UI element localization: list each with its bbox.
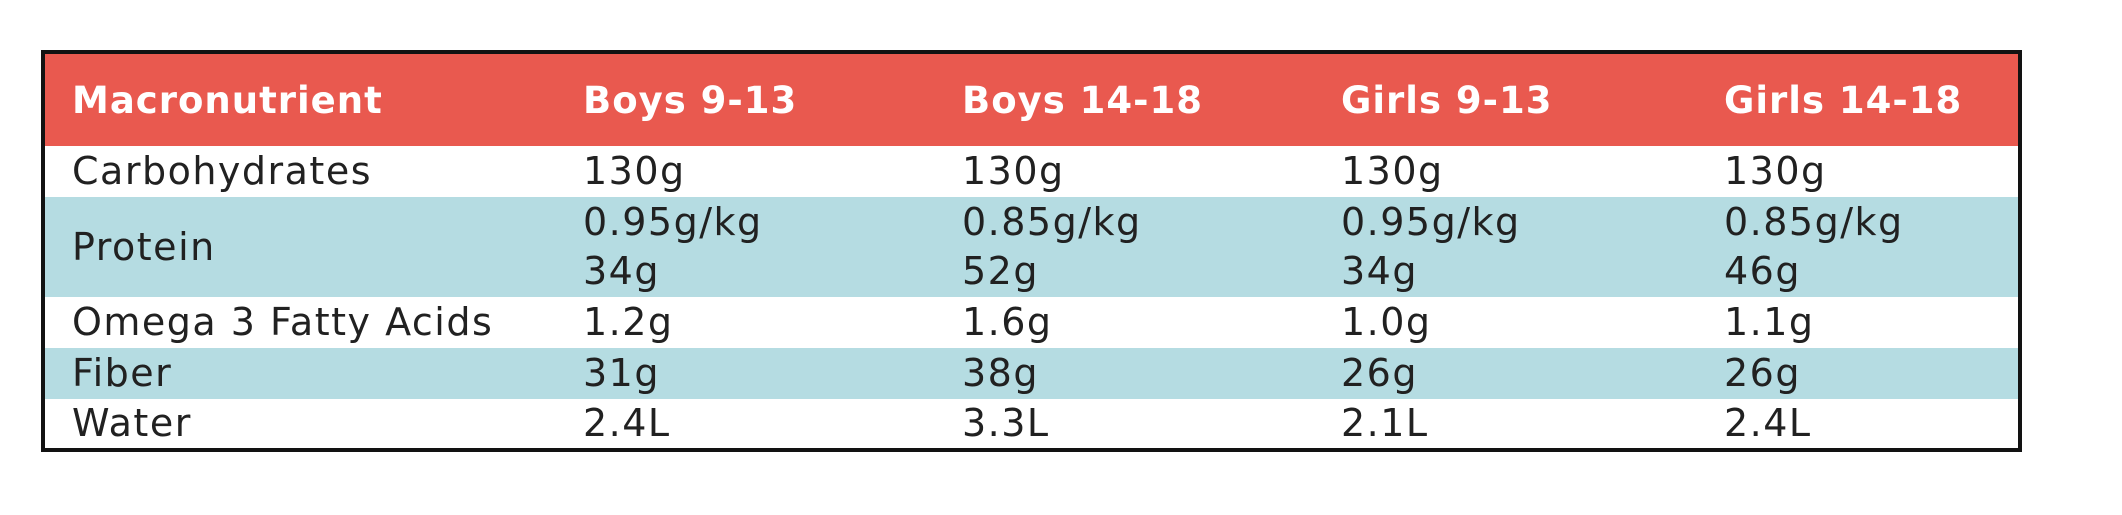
column-header-boys-14-18: Boys 14-18 (962, 78, 1203, 122)
table-header-row: Macronutrient Boys 9-13 Boys 14-18 Girls… (43, 52, 2020, 146)
table-row-fiber: Fiber 31g 38g 26g 26g (43, 348, 2020, 399)
value-cell: 1.1g (1724, 300, 1815, 345)
row-label: Water (72, 401, 192, 446)
column-header-girls-9-13: Girls 9-13 (1341, 78, 1553, 122)
value-cell: 130g (962, 149, 1065, 194)
row-label: Omega 3 Fatty Acids (72, 300, 494, 345)
table-row-protein: Protein 0.95g/kg 34g 0.85g/kg 52g 0.95g/… (43, 197, 2020, 297)
value-cell: 130g (583, 149, 686, 194)
value-cell: 0.85g/kg 52g (962, 200, 1142, 293)
column-header-girls-14-18: Girls 14-18 (1724, 78, 1963, 122)
table-row-carbohydrates: Carbohydrates 130g 130g 130g 130g (43, 146, 2020, 197)
value-cell: 26g (1724, 351, 1801, 396)
value-cell: 0.95g/kg 34g (583, 200, 763, 293)
value-cell: 31g (583, 351, 660, 396)
value-cell: 26g (1341, 351, 1418, 396)
value-cell: 1.0g (1341, 300, 1432, 345)
value-cell: 130g (1724, 149, 1827, 194)
column-header-macronutrient: Macronutrient (72, 78, 383, 122)
value-cell: 3.3L (962, 401, 1050, 446)
value-cell: 1.6g (962, 300, 1053, 345)
value-cell: 130g (1341, 149, 1444, 194)
row-label: Protein (72, 224, 216, 269)
value-cell: 38g (962, 351, 1039, 396)
value-cell: 2.4L (1724, 401, 1812, 446)
column-header-boys-9-13: Boys 9-13 (583, 78, 798, 122)
value-cell: 1.2g (583, 300, 674, 345)
macronutrient-table: Macronutrient Boys 9-13 Boys 14-18 Girls… (41, 50, 2022, 452)
value-cell: 2.4L (583, 401, 671, 446)
value-cell: 0.95g/kg 34g (1341, 200, 1521, 293)
macronutrient-table-figure: Macronutrient Boys 9-13 Boys 14-18 Girls… (41, 50, 2022, 452)
table-row-omega-3-fatty-acids: Omega 3 Fatty Acids 1.2g 1.6g 1.0g 1.1g (43, 297, 2020, 348)
value-cell: 2.1L (1341, 401, 1429, 446)
value-cell: 0.85g/kg 46g (1724, 200, 1904, 293)
row-label: Carbohydrates (72, 149, 372, 194)
table-row-water: Water 2.4L 3.3L 2.1L 2.4L (43, 399, 2020, 450)
row-label: Fiber (72, 351, 173, 396)
